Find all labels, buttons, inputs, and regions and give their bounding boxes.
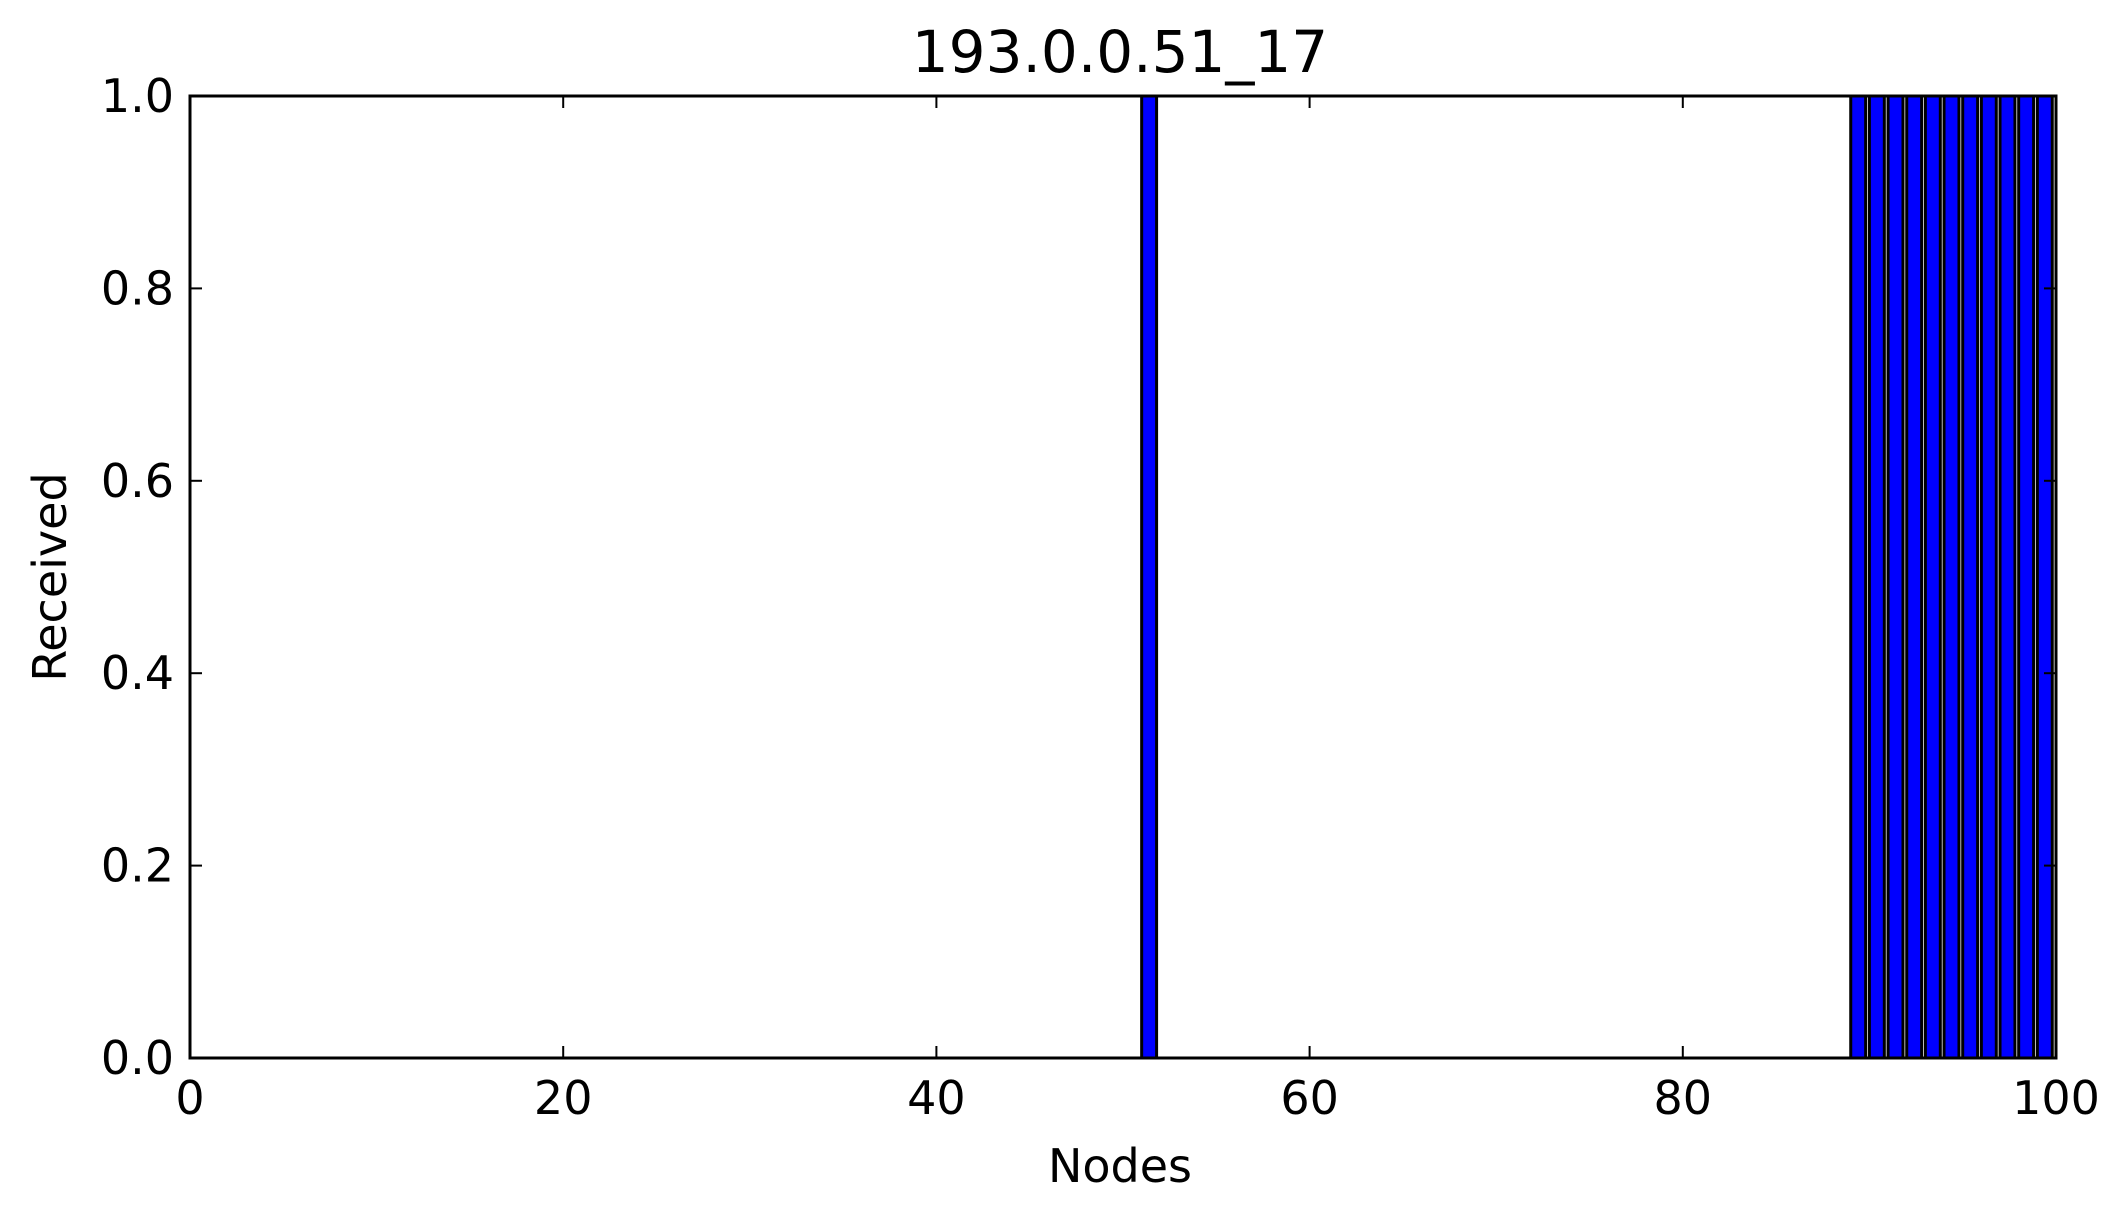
- y-tick-label: 0.6: [101, 454, 174, 508]
- y-tick-label: 0.4: [101, 646, 174, 700]
- chart-title: 193.0.0.51_17: [912, 18, 1328, 86]
- bar-node-99: [2035, 94, 2054, 1060]
- y-axis: 0.0 0.2 0.4 0.6 0.8 1.0: [101, 69, 2056, 1085]
- y-tick-label: 1.0: [101, 69, 174, 123]
- bar-node-98: [2017, 94, 2036, 1060]
- bar-node-94: [1942, 94, 1961, 1060]
- x-tick-label: 80: [1654, 1071, 1713, 1125]
- x-tick-label: 40: [907, 1071, 966, 1125]
- x-tick-label: 100: [2012, 1071, 2100, 1125]
- bar-node-90: [1867, 94, 1886, 1060]
- y-tick-label: 0.2: [101, 839, 174, 893]
- x-tick-label: 0: [175, 1071, 204, 1125]
- x-tick-label: 60: [1280, 1071, 1339, 1125]
- bar-node-97: [1998, 94, 2017, 1060]
- bar-node-96: [1979, 94, 1998, 1060]
- bar-node-95: [1961, 94, 1980, 1060]
- y-axis-label: Received: [23, 472, 77, 681]
- plot-frame: [188, 94, 2058, 1060]
- x-axis: 0 20 40 60 80 100: [175, 96, 2100, 1125]
- y-tick-label: 0.8: [101, 261, 174, 315]
- bar-node-91: [1886, 94, 1905, 1060]
- bar-node-89: [1849, 94, 1868, 1060]
- bar-node-92: [1905, 94, 1924, 1060]
- x-tick-label: 20: [534, 1071, 593, 1125]
- bars-group: [1140, 94, 2054, 1060]
- y-tick-label: 0.0: [101, 1031, 174, 1085]
- bar-node-51: [1140, 94, 1159, 1060]
- bar-node-93: [1923, 94, 1942, 1060]
- x-axis-label: Nodes: [1048, 1139, 1192, 1193]
